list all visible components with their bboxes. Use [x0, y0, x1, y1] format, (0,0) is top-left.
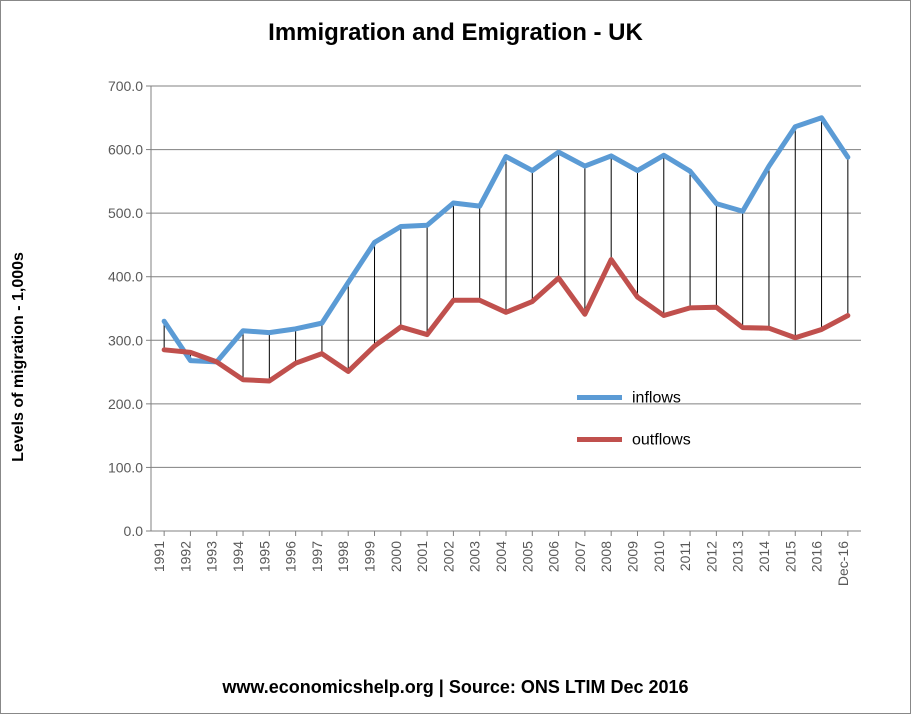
chart-svg: 0.0 100.0 200.0 300.0 400.0 500.0 600.0 700.0 19…	[96, 76, 876, 606]
x-tick-label: 2001	[414, 541, 430, 572]
x-tick-label: 1992	[177, 541, 193, 572]
chart-caption: www.economicshelp.org | Source: ONS LTIM…	[1, 677, 910, 698]
y-tick-label: 100.0	[108, 459, 143, 475]
x-tick-label: 2007	[572, 541, 588, 572]
chart-title: Immigration and Emigration - UK	[1, 1, 910, 47]
x-tick-label: 2006	[546, 541, 562, 572]
x-tick-label: 2000	[388, 541, 404, 572]
x-tick-label: 2009	[624, 541, 640, 572]
x-tick-label: 2002	[440, 541, 456, 572]
x-tick-label: 1994	[230, 541, 246, 572]
x-tick-label: 2012	[703, 541, 719, 572]
x-tick-label: 2008	[598, 541, 614, 572]
x-tick-label: 1995	[256, 541, 272, 572]
legend-label-inflows: inflows	[632, 390, 681, 407]
chart-container: Immigration and Emigration - UK Levels o…	[0, 0, 911, 714]
x-tick-label: 2005	[519, 541, 535, 572]
x-tick-label: 2015	[782, 541, 798, 572]
x-tick-label: 1999	[362, 541, 378, 572]
y-tick-label: 600.0	[108, 142, 143, 158]
x-tick-label: 2014	[756, 541, 772, 572]
x-tick-label: 2010	[651, 541, 667, 572]
x-tick-label: 1998	[335, 541, 351, 572]
y-tick-label: 700.0	[108, 78, 143, 94]
y-tick-label: 200.0	[108, 396, 143, 412]
x-tick-label: Dec-16	[835, 541, 851, 586]
x-tick-label: 1991	[151, 541, 167, 572]
x-tick-label: 2003	[467, 541, 483, 572]
x-tick-label: 2004	[493, 541, 509, 572]
y-axis-label: Levels of migration - 1,000s	[10, 252, 28, 462]
y-tick-label: 500.0	[108, 205, 143, 221]
x-tick-label: 1996	[283, 541, 299, 572]
x-tick-label: 2016	[809, 541, 825, 572]
x-tick-label: 1993	[204, 541, 220, 572]
x-tick-label: 1997	[309, 541, 325, 572]
y-tick-label: 0.0	[124, 523, 144, 539]
x-tick-label: 2013	[730, 541, 746, 572]
plot-area: 0.0 100.0 200.0 300.0 400.0 500.0 600.0 700.0 19…	[96, 76, 876, 606]
x-tick-label: 2011	[677, 541, 693, 571]
y-tick-label: 400.0	[108, 269, 143, 285]
legend-label-outflows: outflows	[632, 432, 691, 449]
y-tick-label: 300.0	[108, 332, 143, 348]
